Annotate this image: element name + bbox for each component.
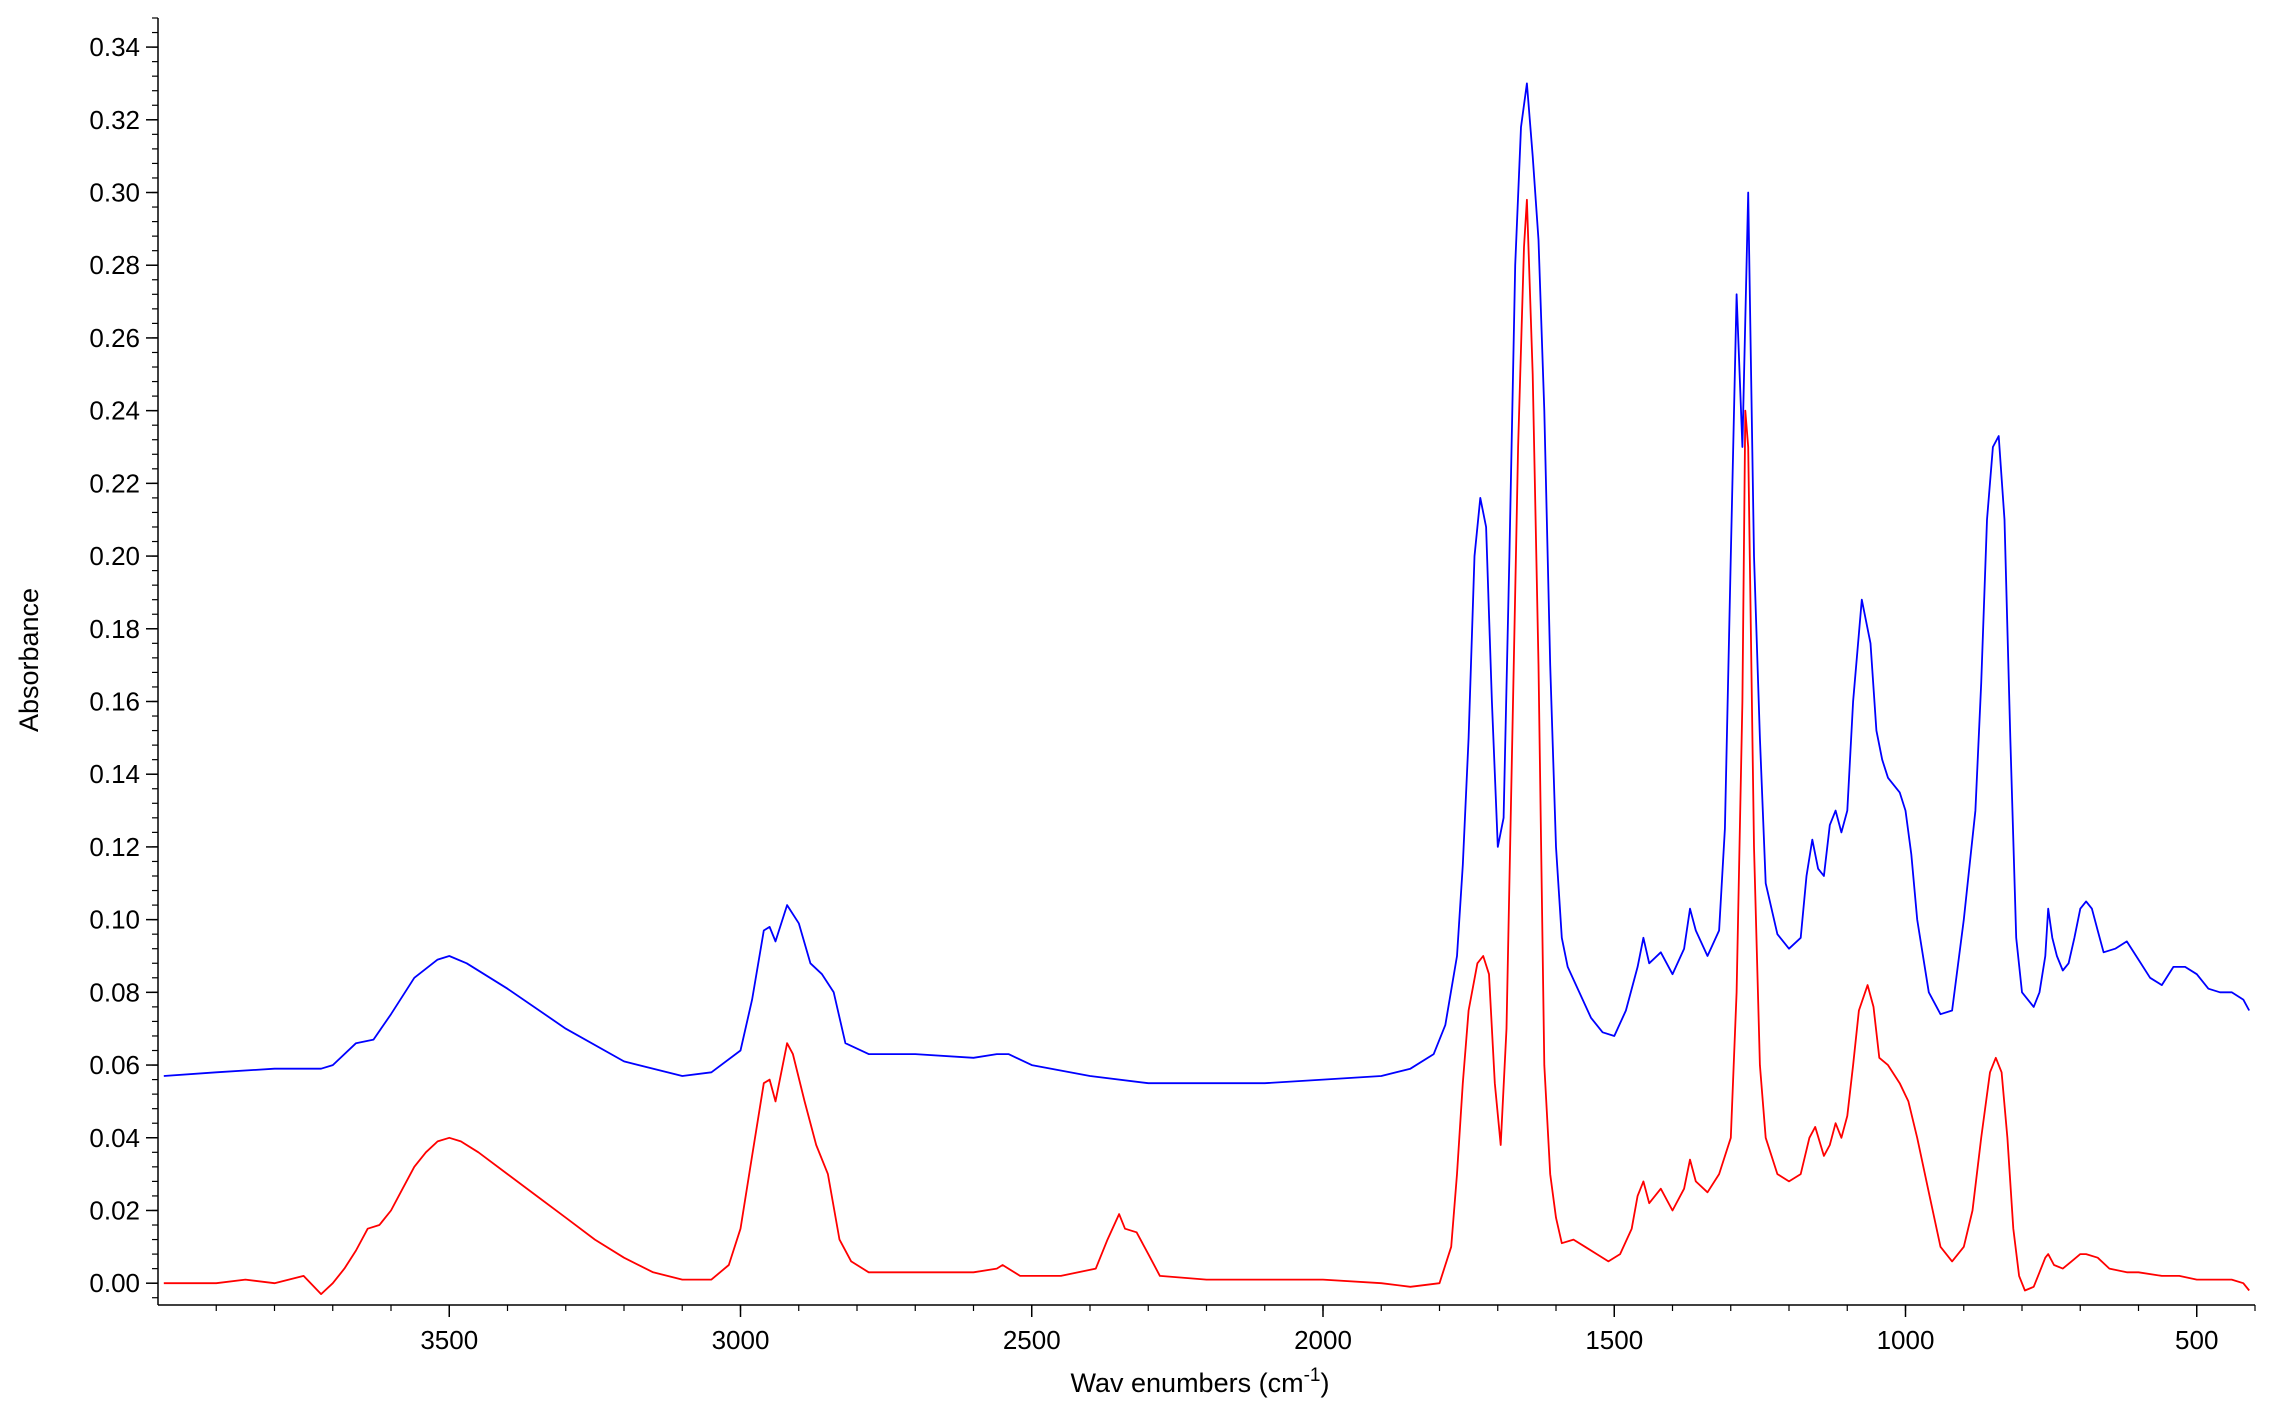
x-tick-label: 2500 [1003, 1325, 1061, 1355]
x-axis-title-end: ) [1320, 1368, 1329, 1398]
y-tick-label: 0.18 [89, 614, 140, 644]
axes-layer: 0.00 0.02 0.04 0.06 0.08 0.10 0.12 0.14 0.16 0.18… [89, 17, 2256, 1355]
y-tick-label: 0.32 [89, 105, 140, 135]
series-line-red [163, 198, 2250, 1295]
y-tick-label: 0.04 [89, 1123, 140, 1153]
y-tick-label: 0.14 [89, 759, 140, 789]
y-tick-label: 0.16 [89, 686, 140, 716]
x-tick-label: 3000 [712, 1325, 770, 1355]
y-tick-label: 0.24 [89, 396, 140, 426]
x-tick-label: 500 [2175, 1325, 2218, 1355]
y-axis-title: Absorbance [14, 588, 44, 732]
x-tick-label: 2000 [1294, 1325, 1352, 1355]
x-tick-label: 1500 [1585, 1325, 1643, 1355]
series-layer [163, 82, 2250, 1295]
y-tick-label: 0.30 [89, 178, 140, 208]
x-axis-title: Wav enumbers (cm-1) [1071, 1365, 1330, 1398]
x-axis-title-main: Wav enumbers (cm [1071, 1368, 1304, 1398]
labels-layer: Absorbance Wav enumbers (cm-1) [14, 588, 1329, 1398]
x-tick-label: 3500 [420, 1325, 478, 1355]
y-tick-label: 0.26 [89, 323, 140, 353]
x-axis-title-superscript: -1 [1304, 1365, 1321, 1386]
y-tick-label: 0.22 [89, 468, 140, 498]
y-tick-label: 0.02 [89, 1195, 140, 1225]
y-tick-label: 0.00 [89, 1268, 140, 1298]
y-tick-label: 0.12 [89, 832, 140, 862]
y-tick-label: 0.34 [89, 32, 140, 62]
series-line-blue [163, 82, 2250, 1085]
y-tick-label: 0.08 [89, 977, 140, 1007]
y-tick-label: 0.06 [89, 1050, 140, 1080]
y-tick-label: 0.28 [89, 250, 140, 280]
y-tick-label: 0.10 [89, 905, 140, 935]
x-tick-label: 1000 [1877, 1325, 1935, 1355]
y-tick-label: 0.20 [89, 541, 140, 571]
